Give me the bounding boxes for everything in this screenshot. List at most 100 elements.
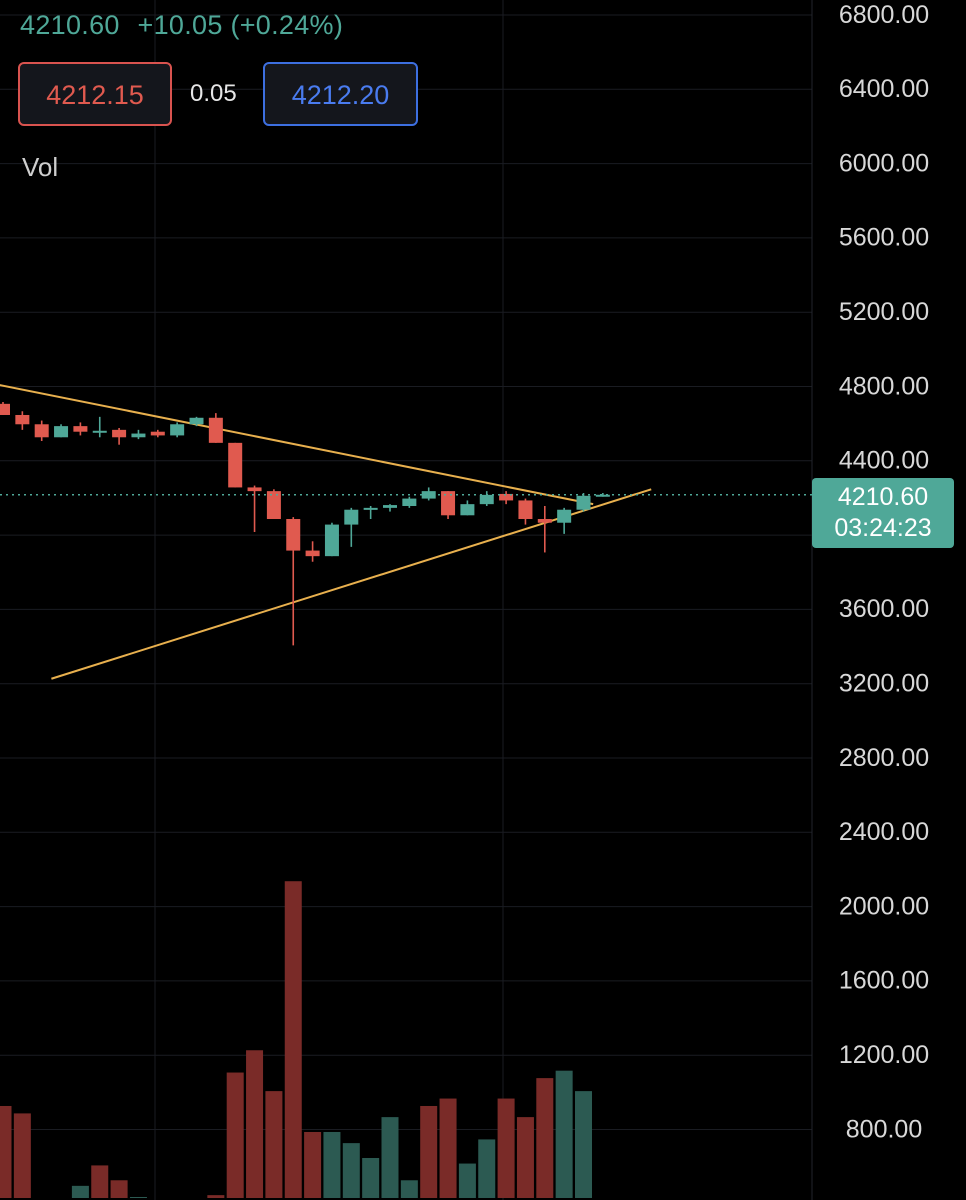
volume-bar bbox=[91, 1165, 109, 1198]
candle bbox=[73, 422, 88, 436]
price-tick-label: 2000.00 bbox=[839, 892, 929, 920]
candle bbox=[305, 541, 320, 562]
volume-bar bbox=[439, 1098, 457, 1198]
price-tick-label: 4800.00 bbox=[839, 372, 929, 400]
candle-body bbox=[383, 505, 397, 508]
candle bbox=[363, 506, 378, 520]
candle-body bbox=[247, 487, 262, 492]
candle-body bbox=[363, 507, 378, 510]
volume-bar bbox=[381, 1117, 399, 1198]
volume-bar bbox=[110, 1180, 128, 1198]
price-tick-label: 5200.00 bbox=[839, 298, 929, 326]
price-header: 4210.60 +10.05 (+0.24%) bbox=[20, 10, 343, 41]
candle-body bbox=[131, 433, 146, 438]
candle bbox=[441, 491, 456, 520]
candle bbox=[537, 506, 552, 553]
candle bbox=[0, 401, 10, 415]
volume-bar bbox=[575, 1091, 592, 1198]
price-tick-label: 5600.00 bbox=[839, 224, 929, 252]
volume-bar bbox=[0, 1105, 12, 1198]
candle bbox=[518, 498, 533, 525]
candle-body bbox=[150, 431, 165, 436]
candle bbox=[208, 413, 223, 443]
volume-bar bbox=[478, 1139, 496, 1198]
volume-bar bbox=[516, 1117, 534, 1198]
candle-countdown: 03:24:23 bbox=[834, 514, 932, 542]
volume-bar bbox=[323, 1131, 341, 1198]
candle bbox=[189, 416, 204, 427]
volume-bar bbox=[71, 1185, 89, 1198]
buy-button[interactable]: 4212.20 bbox=[263, 62, 418, 126]
candle bbox=[15, 411, 30, 430]
candle-body bbox=[286, 519, 301, 551]
volume-bar bbox=[400, 1180, 418, 1198]
candle bbox=[150, 429, 165, 438]
candle bbox=[112, 427, 127, 445]
price-tick-label: 3600.00 bbox=[839, 595, 929, 623]
price-tick-label: 800.00 bbox=[846, 1115, 922, 1143]
candle-body bbox=[557, 509, 572, 523]
candle-body bbox=[34, 424, 49, 438]
candle-body bbox=[0, 403, 10, 415]
candle-body bbox=[421, 491, 436, 499]
volume-bar bbox=[284, 881, 302, 1198]
volume-bar bbox=[304, 1131, 322, 1198]
price-tick-label: 2800.00 bbox=[839, 744, 929, 772]
volume-bar bbox=[246, 1050, 264, 1198]
candle bbox=[228, 442, 243, 488]
candle-body bbox=[499, 493, 514, 501]
candle-body bbox=[266, 491, 281, 520]
current-price-value: 4210.60 bbox=[837, 483, 929, 511]
candle bbox=[421, 487, 436, 501]
price-axis: 6800.00 6400.00 6000.00 5600.00 5200.00 4800.… bbox=[839, 1, 929, 1143]
candle-body bbox=[402, 498, 417, 507]
candle bbox=[286, 517, 301, 646]
candlesticks bbox=[0, 401, 610, 646]
candle bbox=[266, 489, 281, 520]
price-tick-label: 1600.00 bbox=[839, 967, 929, 995]
volume-bar bbox=[555, 1070, 573, 1198]
candle bbox=[499, 491, 514, 505]
candle-body bbox=[208, 417, 223, 443]
candle bbox=[247, 485, 262, 533]
chart-grid bbox=[0, 0, 813, 1200]
candle-body bbox=[54, 426, 69, 438]
volume-label: Vol bbox=[22, 152, 59, 182]
spread-value: 0.05 bbox=[190, 80, 237, 107]
candle bbox=[344, 507, 359, 547]
volume-bar bbox=[342, 1143, 360, 1198]
candle bbox=[383, 504, 397, 512]
candle-body bbox=[305, 550, 320, 557]
price-tick-label: 6000.00 bbox=[839, 149, 929, 177]
candle bbox=[131, 429, 146, 440]
candle bbox=[557, 507, 572, 534]
candle-body bbox=[518, 500, 533, 520]
candle-body bbox=[15, 414, 30, 425]
candle bbox=[595, 493, 610, 497]
candle-body bbox=[460, 504, 475, 516]
candle-body bbox=[537, 519, 552, 523]
candle-body bbox=[441, 491, 456, 516]
price-tick-label: 2400.00 bbox=[839, 818, 929, 846]
sell-button[interactable]: 4212.15 bbox=[18, 62, 172, 126]
price-tick-label: 1200.00 bbox=[839, 1041, 929, 1069]
trendline bbox=[0, 384, 594, 506]
candle bbox=[324, 522, 339, 557]
price-tick-label: 4400.00 bbox=[839, 447, 929, 475]
volume-bar bbox=[497, 1098, 515, 1198]
candle-body bbox=[73, 426, 88, 432]
price-tick-label: 3200.00 bbox=[839, 669, 929, 697]
candle bbox=[402, 496, 417, 508]
volume-bar bbox=[207, 1195, 225, 1198]
last-price: 4210.60 bbox=[20, 10, 120, 40]
candle bbox=[576, 493, 591, 512]
candle-body bbox=[479, 494, 494, 505]
candle bbox=[479, 491, 494, 507]
candle bbox=[34, 420, 49, 441]
volume-bar bbox=[13, 1113, 31, 1198]
candle bbox=[460, 500, 475, 516]
volume-bar bbox=[265, 1091, 283, 1198]
candle-body bbox=[576, 495, 591, 510]
volume-bars bbox=[0, 881, 592, 1198]
